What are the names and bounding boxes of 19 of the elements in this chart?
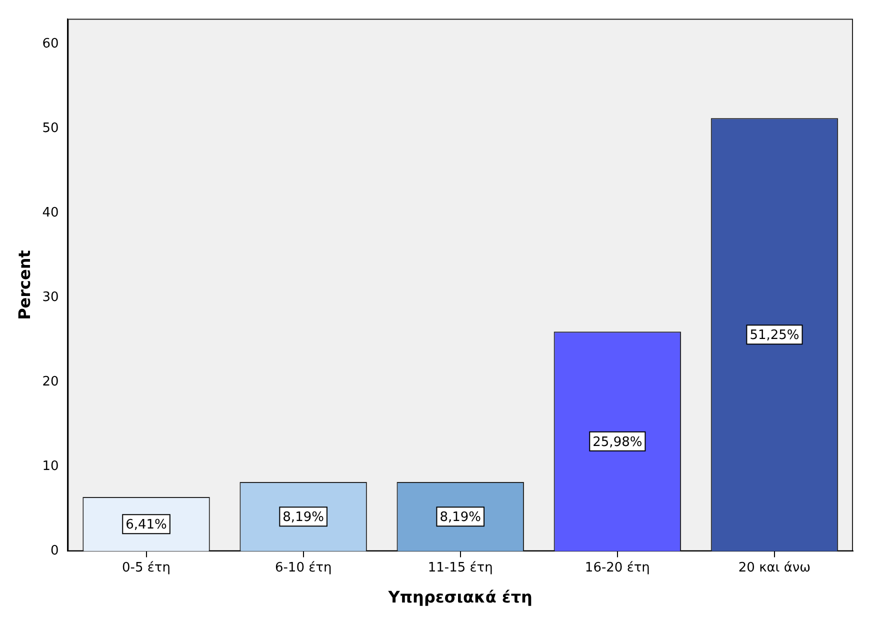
x-tick-label: 6-10 έτη [274,560,332,576]
x-tick-label: 20 και άνω [738,560,811,576]
y-tick-label: 50 [42,121,59,136]
y-axis-title: Percent [14,250,34,320]
data-label: 6,41% [126,517,167,532]
y-tick-label: 40 [42,206,59,221]
data-label: 8,19% [440,510,482,525]
y-tick-label: 20 [42,374,59,390]
y-tick-label: 10 [42,459,59,474]
data-label: 25,98% [592,434,642,450]
x-axis-title: Υπηρεσιακά έτη [387,588,532,607]
data-label: 51,25% [750,328,800,344]
x-tick-label: 0-5 έτη [122,560,170,576]
y-tick-label: 30 [42,290,59,306]
y-tick-label: 0 [50,544,59,559]
data-label: 8,19% [282,510,324,525]
x-tick-label: 16-20 έτη [584,560,650,576]
x-tick-label: 11-15 έτη [428,560,493,576]
y-tick-label: 60 [42,36,59,52]
